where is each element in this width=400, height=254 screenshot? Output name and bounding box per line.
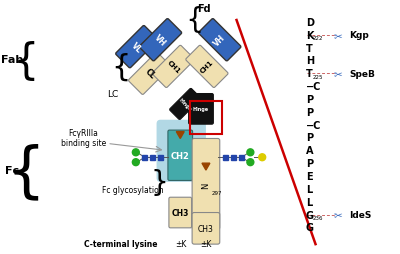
Bar (150, 155, 155, 160)
Text: }: } (151, 168, 168, 196)
Text: ✂: ✂ (334, 31, 343, 41)
Text: P: P (306, 133, 313, 143)
Text: 225: 225 (312, 74, 323, 80)
FancyBboxPatch shape (152, 46, 194, 88)
FancyBboxPatch shape (192, 139, 220, 229)
FancyBboxPatch shape (139, 20, 182, 62)
Text: L: L (306, 184, 312, 194)
Text: SpeB: SpeB (349, 70, 375, 78)
Text: VH: VH (212, 33, 227, 48)
Polygon shape (176, 132, 184, 139)
Text: ±K: ±K (176, 239, 187, 248)
Text: 236: 236 (312, 215, 323, 220)
FancyBboxPatch shape (199, 20, 241, 62)
Text: ✂: ✂ (334, 69, 343, 79)
Text: ±K: ±K (200, 239, 212, 248)
Text: {: { (7, 143, 46, 202)
Text: H: H (306, 56, 314, 66)
FancyBboxPatch shape (169, 197, 192, 228)
FancyBboxPatch shape (156, 120, 206, 182)
Text: E: E (306, 171, 312, 181)
Text: Hinge: Hinge (193, 107, 209, 112)
FancyBboxPatch shape (192, 213, 220, 244)
Text: P: P (306, 107, 313, 117)
Text: Kgp: Kgp (349, 31, 369, 40)
FancyBboxPatch shape (116, 26, 158, 69)
FancyBboxPatch shape (128, 53, 171, 95)
Bar (142, 155, 147, 160)
Text: ✂: ✂ (334, 210, 343, 220)
Text: Hinge: Hinge (178, 97, 193, 112)
Text: G: G (306, 223, 314, 232)
Circle shape (247, 149, 254, 156)
Text: FcγRIIIa
binding site: FcγRIIIa binding site (61, 128, 106, 148)
Text: {: { (111, 53, 131, 82)
Bar (158, 155, 163, 160)
Polygon shape (202, 164, 210, 170)
Text: CH2: CH2 (171, 151, 190, 160)
Circle shape (132, 149, 139, 156)
Text: VH: VH (153, 33, 168, 48)
Text: −C: −C (306, 120, 321, 130)
Text: CL: CL (143, 67, 156, 81)
FancyBboxPatch shape (186, 46, 228, 88)
Bar (231, 155, 236, 160)
FancyBboxPatch shape (170, 89, 201, 120)
Text: Fab: Fab (1, 55, 24, 65)
Text: P: P (306, 94, 313, 105)
Text: −C: −C (306, 82, 321, 92)
Bar (239, 155, 244, 160)
Text: }: } (179, 3, 197, 31)
Text: K: K (306, 31, 313, 41)
Circle shape (132, 159, 139, 166)
Text: {: { (13, 41, 40, 83)
Text: P: P (306, 158, 313, 168)
Text: VL: VL (130, 40, 144, 54)
Text: CH3: CH3 (172, 208, 189, 217)
Text: IdeS: IdeS (349, 210, 372, 219)
Text: T: T (306, 43, 312, 53)
Text: L: L (306, 197, 312, 207)
Circle shape (247, 159, 254, 166)
Text: 297: 297 (212, 190, 222, 195)
Text: Fc: Fc (5, 165, 20, 175)
Text: Fd: Fd (197, 4, 211, 14)
Text: 222: 222 (312, 36, 323, 41)
Text: Fc glycosylation: Fc glycosylation (102, 186, 164, 195)
Text: CH3: CH3 (198, 224, 214, 233)
FancyBboxPatch shape (189, 94, 213, 125)
Circle shape (259, 154, 266, 161)
Text: T: T (306, 69, 312, 79)
Bar (223, 155, 228, 160)
Text: CH1: CH1 (199, 59, 215, 75)
Text: N: N (202, 182, 210, 188)
Text: A: A (306, 146, 313, 156)
Text: C-terminal lysine: C-terminal lysine (84, 239, 158, 248)
FancyBboxPatch shape (168, 131, 193, 181)
Text: CH1: CH1 (166, 59, 181, 75)
Text: G: G (306, 210, 314, 220)
Text: D: D (306, 18, 314, 28)
Text: LC: LC (107, 89, 118, 98)
